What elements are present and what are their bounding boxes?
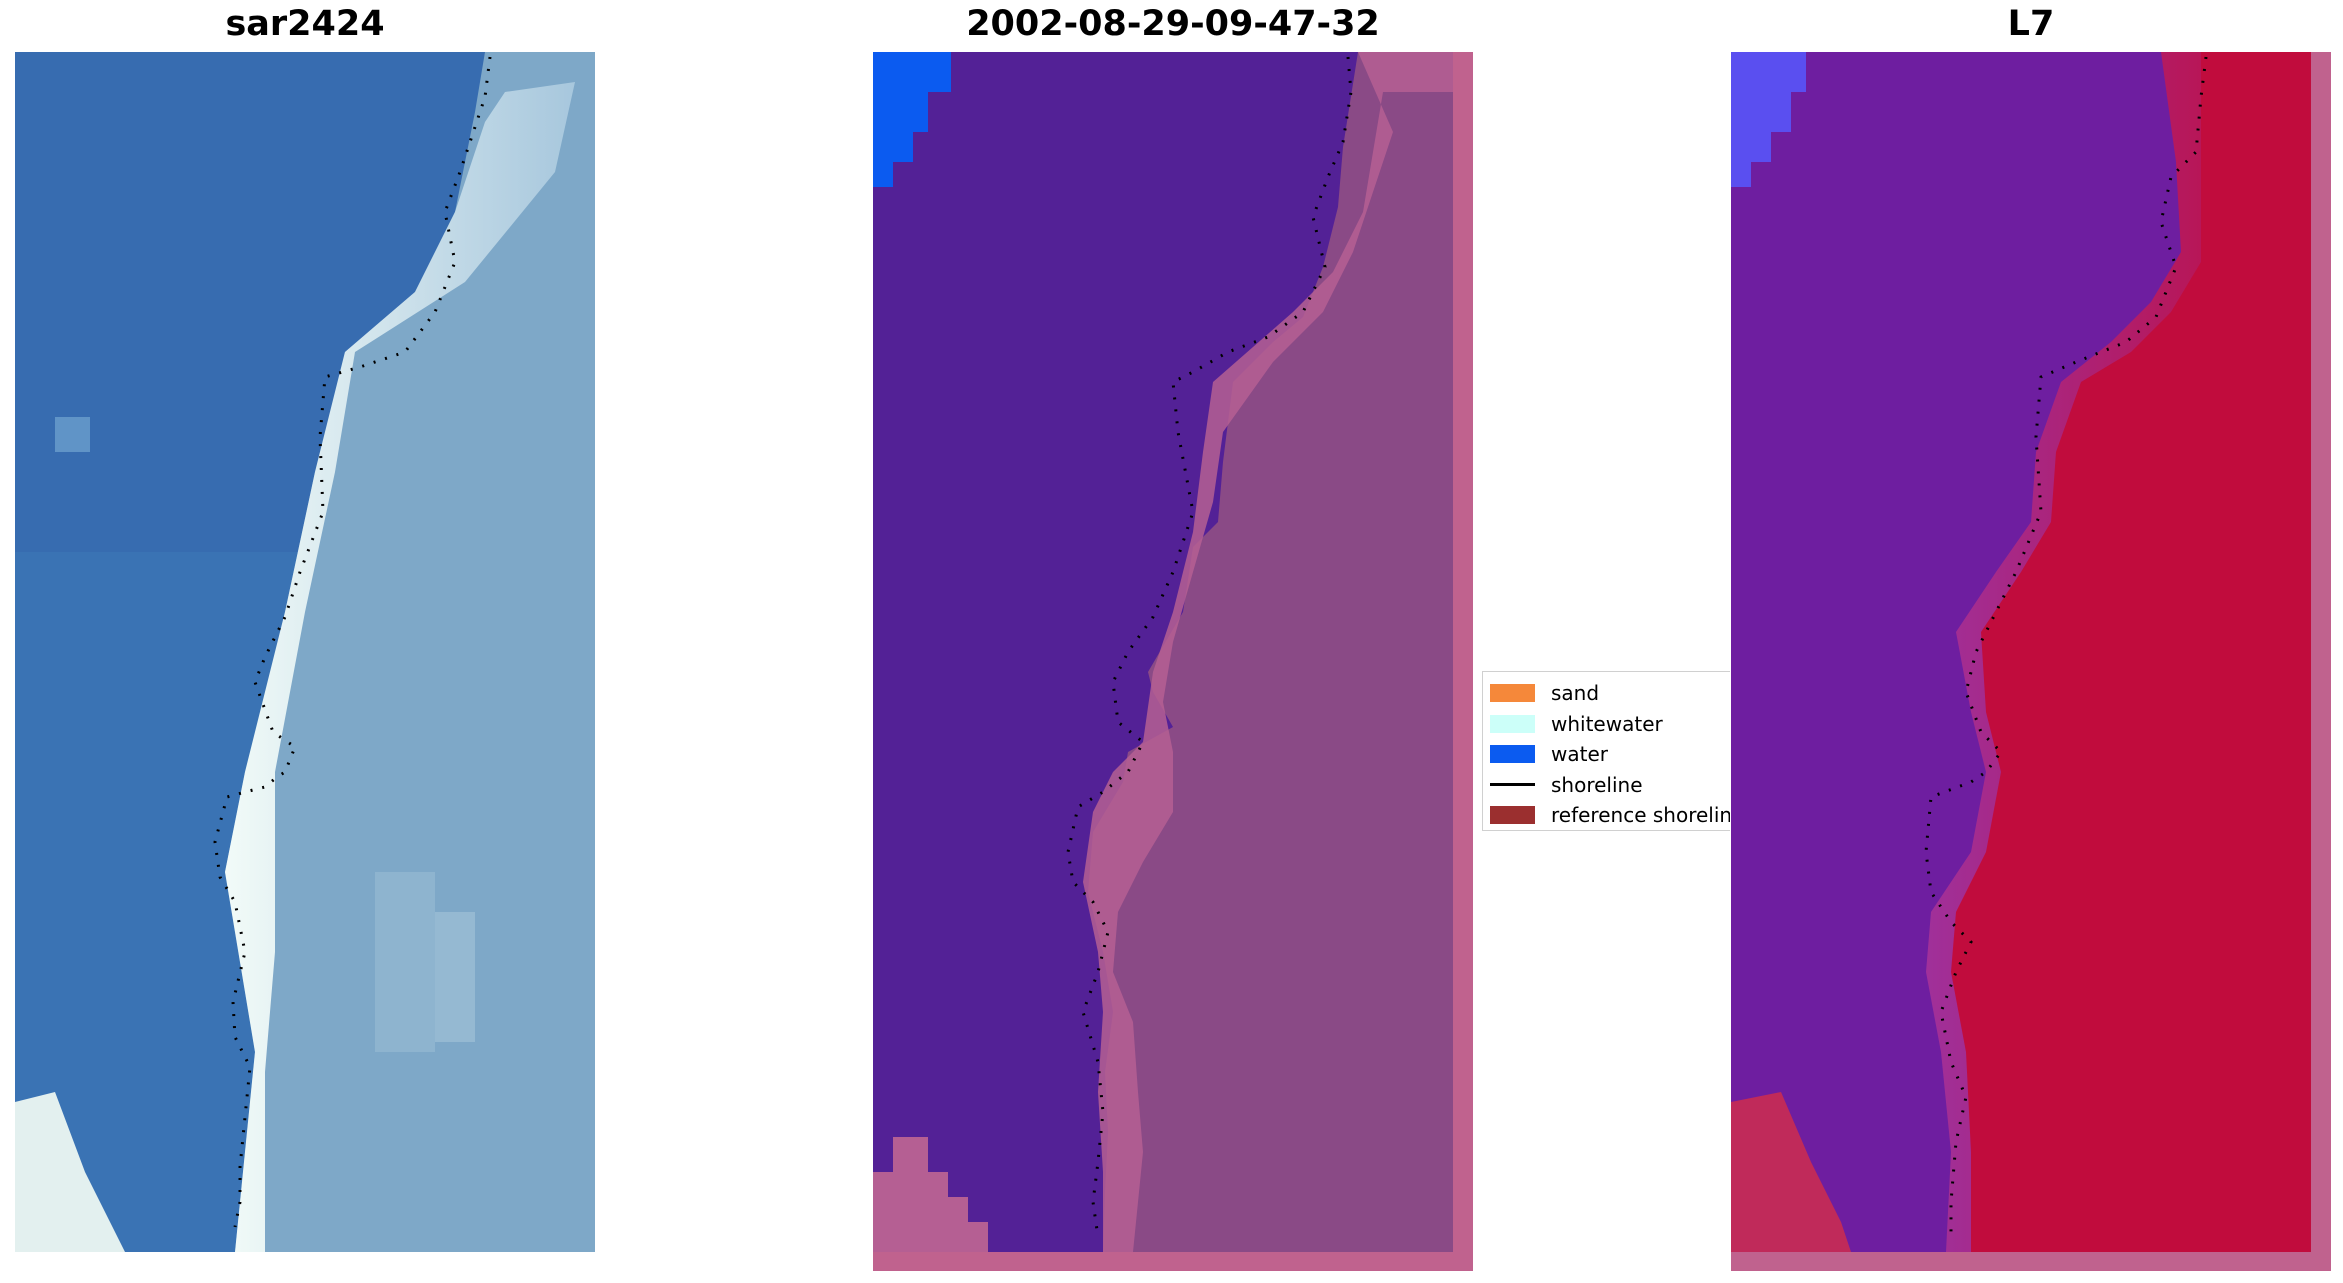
rgb-whitewater-band <box>225 82 575 1252</box>
legend-swatch-reference-shoreline <box>1490 806 1535 825</box>
l7-land-corner <box>1731 1092 1851 1252</box>
legend-swatch-shoreline <box>1490 783 1535 787</box>
legend-swatch-whitewater <box>1490 714 1535 733</box>
classified-land-corner <box>873 1137 988 1252</box>
rgb-whitewater-corner <box>15 1092 125 1252</box>
legend-item-shoreline: shoreline <box>1483 770 1730 801</box>
rgb-image-panel <box>15 52 595 1252</box>
legend-swatch-water <box>1490 745 1535 764</box>
legend-item-reference-shoreline: reference shoreline <box>1483 800 1730 830</box>
panel-title-rgb: sar2424 <box>225 4 385 44</box>
legend-label: reference shoreline <box>1551 803 1730 828</box>
classified-image-panel <box>873 52 1473 1271</box>
legend-label: water <box>1551 742 1608 767</box>
l7-water-patch <box>1731 52 1806 187</box>
panel-title-classified: 2002-08-29-09-47-32 <box>966 4 1380 44</box>
legend-item-whitewater: whitewater <box>1483 709 1730 740</box>
legend-label: shoreline <box>1551 772 1643 797</box>
classified-water-patch <box>873 52 951 187</box>
l7-index-panel <box>1731 52 2331 1271</box>
rgb-land-area <box>225 52 595 1252</box>
legend: sand whitewater water shoreline referenc… <box>1482 671 1730 831</box>
classified-land-edge <box>1083 52 1453 1252</box>
legend-item-water: water <box>1483 739 1730 770</box>
panel-title-index: L7 <box>2007 4 2055 44</box>
shoreline-dots-rgb <box>213 56 492 1228</box>
legend-item-sand: sand <box>1483 678 1730 709</box>
legend-label: sand <box>1551 681 1600 706</box>
classified-land <box>1088 52 1453 1252</box>
l7-land-area <box>1951 52 2311 1252</box>
legend-swatch-sand <box>1490 684 1535 703</box>
legend-label: whitewater <box>1551 711 1663 736</box>
